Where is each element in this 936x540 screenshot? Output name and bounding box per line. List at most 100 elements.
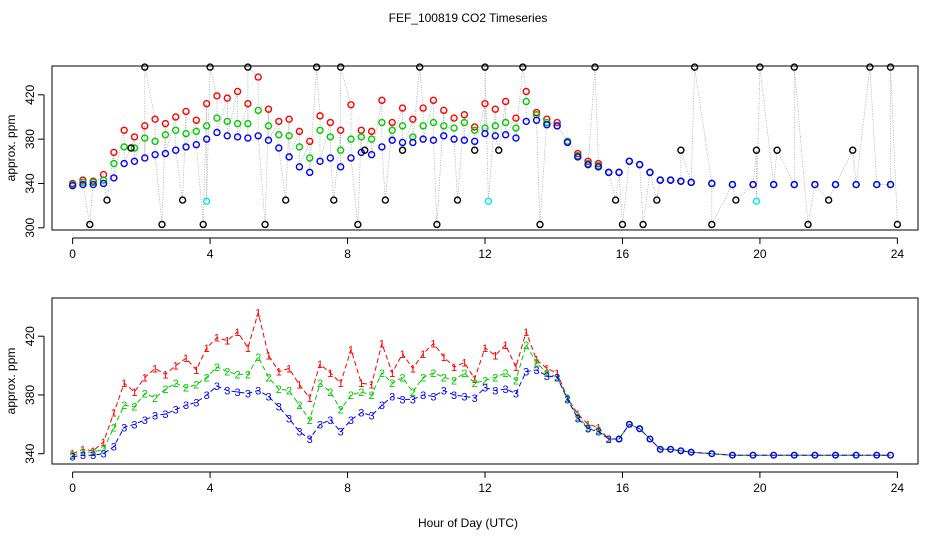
top-point-sensor-2: [491, 122, 500, 130]
top-point-sensor-3: [429, 136, 438, 144]
bottom-series-line-3: [72, 369, 891, 458]
bottom-symbol-1: 1: [554, 368, 560, 380]
bottom-symbol-1: 1: [482, 343, 488, 355]
bottom-symbol-3: 3: [451, 390, 457, 402]
top-point-outliers: [103, 196, 111, 204]
bottom-symbol-1: 1: [214, 333, 220, 345]
bottom-symbol-2: 2: [430, 368, 436, 380]
top-point-sensor-3: [89, 180, 97, 189]
bottom-symbol-3: 3: [245, 388, 251, 400]
top-point-sensor-1: [584, 157, 592, 165]
top-point-sensor-3: [388, 136, 396, 144]
bottom-symbol-2: 2: [142, 388, 148, 400]
bottom-symbol-2: 2: [276, 384, 282, 396]
bottom-symbol-2: 2: [70, 450, 76, 462]
top-point-flagged: [752, 197, 761, 205]
bottom-symbol-3: 3: [410, 394, 416, 406]
top-point-sensor-3: [491, 132, 500, 140]
top-point-sensor-3: [398, 138, 407, 147]
top-point-sensor-2: [213, 114, 221, 122]
top-point-sensor-3: [677, 177, 685, 185]
bottom-symbol-1: 1: [523, 327, 529, 339]
bottom-symbol-2: 2: [131, 402, 137, 414]
bottom-symbol-2: 2: [286, 386, 292, 398]
bottom-symbol-2: 2: [121, 400, 127, 412]
bottom-symbol-2: 2: [296, 400, 302, 412]
top-x-tick-label: 20: [753, 247, 767, 261]
bottom-x-tick-label: 4: [207, 481, 214, 495]
top-point-sensor-3: [852, 180, 860, 189]
top-point-sensor-3: [120, 159, 128, 168]
bottom-symbol-3: 3: [265, 391, 271, 403]
bottom-symbol-3: 3: [296, 427, 302, 439]
top-point-outliers: [804, 220, 812, 229]
top-point-sensor-3: [213, 128, 221, 137]
top-point-outliers: [893, 220, 902, 229]
top-point-sensor-3: [615, 168, 623, 177]
bottom-symbol-2: 2: [80, 447, 86, 459]
bottom-y-tick-label: 420: [23, 326, 37, 346]
top-point-sensor-2: [120, 143, 128, 151]
top-point-sensor-3: [68, 181, 77, 190]
bottom-symbol-1: 1: [193, 365, 199, 377]
top-point-outliers: [453, 196, 462, 204]
top-point-sensor-1: [388, 118, 396, 127]
top-point-sensor-3: [110, 174, 118, 182]
top-point-outliers: [127, 144, 135, 152]
bottom-symbol-2: 2: [204, 372, 210, 384]
bottom-point-3: [687, 448, 695, 456]
bottom-point-3: [852, 451, 860, 459]
top-point-sensor-2: [512, 124, 520, 132]
top-point-sensor-1: [491, 105, 500, 113]
bottom-symbol-1: 1: [533, 355, 539, 367]
bottom-x-tick-label: 20: [753, 481, 767, 495]
bottom-symbol-2: 2: [461, 368, 467, 380]
top-point-sensor-3: [605, 168, 613, 177]
bottom-symbol-1: 1: [245, 343, 251, 355]
top-point-sensor-1: [594, 159, 603, 168]
top-point-outliers: [86, 220, 94, 229]
bottom-panel-frame: [51, 297, 919, 465]
top-point-sensor-3: [749, 180, 757, 189]
top-point-sensor-1: [264, 105, 273, 113]
top-point-sensor-2: [172, 126, 180, 134]
top-point-outliers: [244, 63, 252, 71]
top-point-outliers: [470, 146, 479, 154]
top-point-sensor-1: [378, 96, 386, 105]
top-panel-frame: [51, 65, 919, 231]
top-point-sensor-3: [512, 134, 520, 142]
bottom-symbol-1: 1: [348, 344, 354, 356]
top-point-sensor-2: [110, 159, 118, 168]
top-point-sensor-1: [79, 176, 87, 184]
top-point-sensor-1: [398, 104, 407, 112]
bottom-x-tick-label: 12: [478, 481, 492, 495]
bottom-symbol-3: 3: [80, 450, 86, 462]
top-point-sensor-3: [161, 149, 170, 158]
bottom-symbol-1: 1: [544, 364, 550, 376]
top-point-sensor-3: [254, 132, 262, 140]
top-point-sensor-2: [244, 119, 252, 128]
top-point-sensor-2: [275, 131, 283, 139]
bottom-symbol-1: 1: [503, 340, 509, 352]
bottom-symbol-3: 3: [482, 383, 488, 395]
top-point-sensor-3: [708, 179, 716, 188]
bottom-x-tick-label: 0: [69, 481, 76, 495]
top-point-sensor-1: [233, 87, 242, 96]
bottom-symbol-1: 1: [606, 434, 612, 446]
bottom-symbol-3: 3: [183, 400, 189, 412]
top-point-outliers: [354, 220, 362, 229]
top-point-sensor-2: [326, 133, 335, 141]
bottom-symbol-1: 1: [472, 374, 478, 386]
top-point-outliers: [433, 220, 441, 229]
top-point-sensor-1: [460, 111, 469, 119]
bottom-symbol-3: 3: [503, 384, 509, 396]
bottom-point-3: [728, 451, 736, 459]
top-point-sensor-3: [192, 140, 201, 149]
top-panel-axes: 0 4 8 12 16 20 24 300 340 380 420: [23, 84, 904, 261]
top-point-sensor-2: [285, 132, 293, 140]
bottom-point-3: [625, 420, 633, 428]
top-point-sensor-1: [223, 94, 231, 102]
top-point-outliers: [336, 63, 345, 71]
top-point-sensor-2: [192, 127, 201, 136]
bottom-symbol-1: 1: [513, 362, 519, 374]
